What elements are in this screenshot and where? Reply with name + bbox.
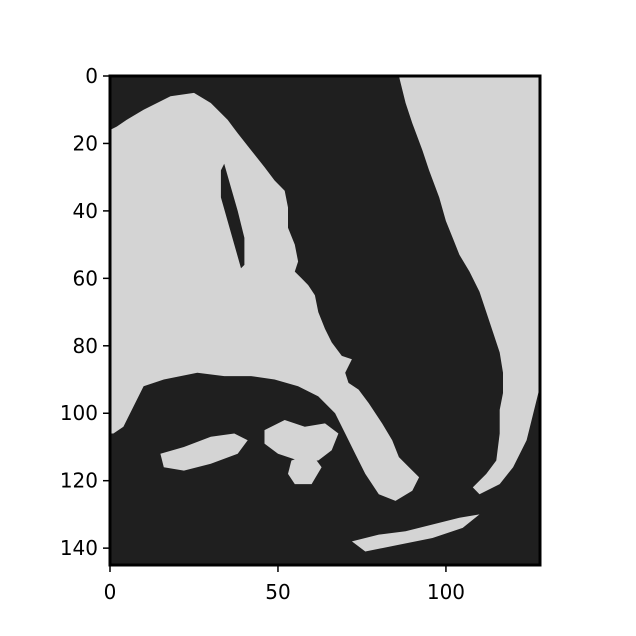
y-tick-label: 40 (73, 199, 98, 223)
y-tick-label: 80 (73, 334, 98, 358)
x-tick-label: 100 (427, 580, 465, 604)
y-tick-label: 60 (73, 266, 98, 290)
y-tick-label: 140 (60, 536, 98, 560)
x-tick-label: 50 (265, 580, 290, 604)
y-tick-label: 0 (85, 64, 98, 88)
mask-regions (110, 76, 540, 552)
y-tick-label: 120 (60, 469, 98, 493)
mask-region-upper-right-landmass (398, 76, 540, 495)
plot-frame (108, 74, 542, 567)
x-axis: 0 50 100 (104, 565, 465, 604)
mask-region-river-channel (220, 163, 245, 269)
mask-region-lower-left-fragment (160, 433, 248, 471)
mask-region-lower-middle-fragment (288, 453, 322, 485)
mask-region-lower-shelf (264, 420, 339, 461)
y-tick-label: 20 (73, 131, 98, 155)
x-tick-label: 0 (104, 580, 117, 604)
mask-region-upper-left-landmass (110, 92, 420, 501)
y-tick-label: 100 (60, 401, 98, 425)
mask-region-bottom-right-strip (351, 514, 480, 552)
y-axis: 0 20 40 60 80 100 120 140 (60, 64, 110, 560)
